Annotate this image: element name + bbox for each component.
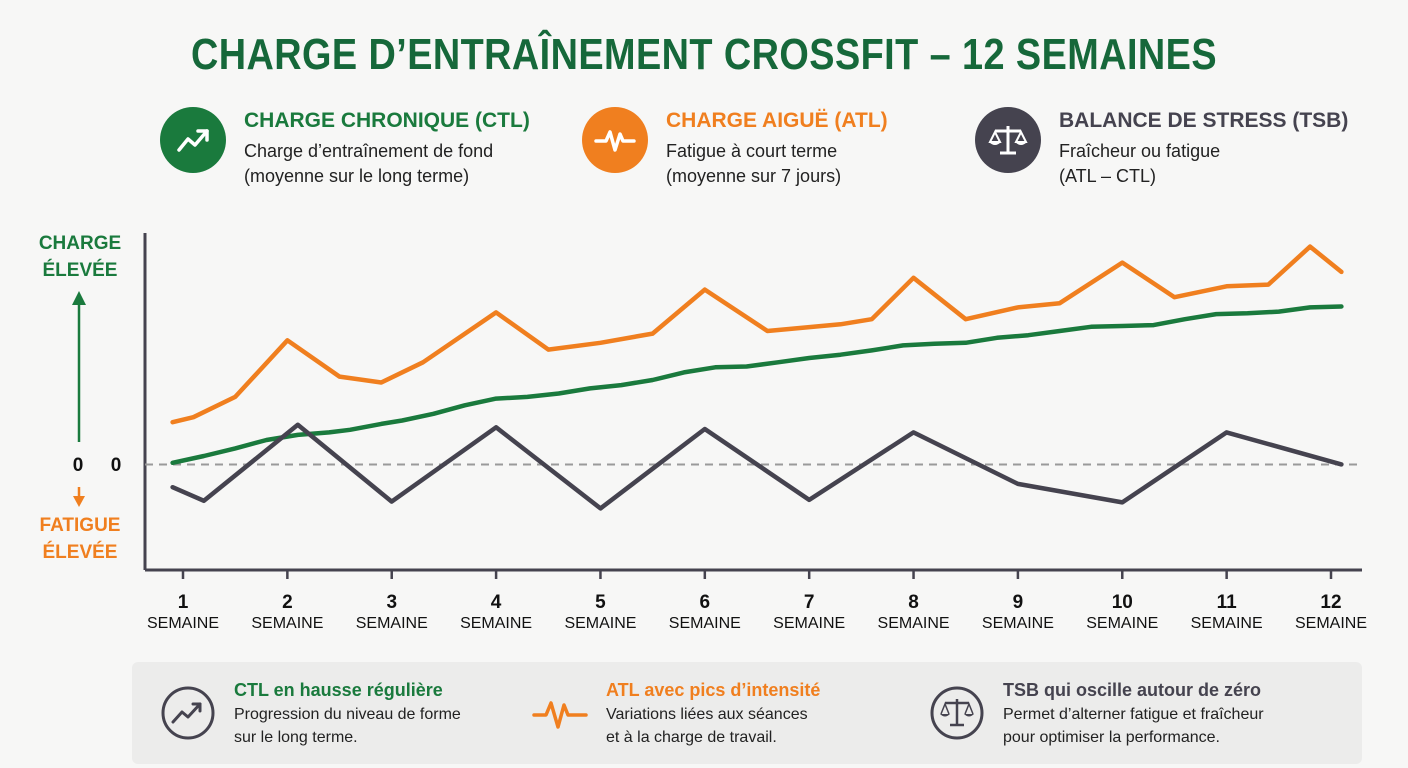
yaxis-zero-left: 0: [72, 455, 84, 476]
legend-tsb-desc-1: Fraîcheur ou fatigue: [1059, 141, 1221, 161]
x-tick-unit-label: SEMAINE: [878, 615, 950, 632]
legend-atl-title: CHARGE AIGUË (ATL): [666, 109, 888, 132]
x-tick-label: 9: [1013, 592, 1024, 613]
yaxis-bottom-label: FATIGUE ÉLEVÉE: [30, 512, 130, 566]
x-tick-unit-label: SEMAINE: [564, 615, 636, 632]
footer-tsb-title: TSB qui oscille autour de zéro: [1003, 680, 1262, 700]
yaxis-bottom-label-1: FATIGUE: [39, 515, 121, 536]
x-tick-label: 5: [595, 592, 606, 613]
x-tick-label: 3: [386, 592, 397, 613]
x-tick-unit-label: SEMAINE: [669, 615, 741, 632]
legend-atl-desc-1: Fatigue à court terme: [666, 141, 838, 161]
x-tick-unit-label: SEMAINE: [982, 615, 1054, 632]
scale-icon: [975, 107, 1041, 173]
x-tick-label: 8: [908, 592, 919, 613]
scale-icon: [930, 686, 984, 740]
x-tick-unit-label: SEMAINE: [1086, 615, 1158, 632]
legend-atl-desc-2: (moyenne sur 7 jours): [666, 166, 842, 186]
x-tick-label: 10: [1112, 592, 1133, 613]
trend-up-icon: [160, 107, 226, 173]
x-tick-unit-label: SEMAINE: [147, 615, 219, 632]
heartbeat-icon: [582, 107, 648, 173]
footer-atl-title: ATL avec pics d’intensité: [606, 680, 821, 700]
x-tick-label: 1: [178, 592, 189, 613]
yaxis-top-label-2: ÉLEVÉE: [42, 260, 118, 281]
tsb-series-line: [170, 422, 1344, 511]
footer-tsb-desc-2: pour optimiser la performance.: [1003, 729, 1220, 746]
x-tick-label: 6: [700, 592, 711, 613]
line-chart: 1 SEMAINE 2 SEMAINE 3 SEMAINE 4 SEMAINE 5 SEMAINE…: [72, 233, 1367, 632]
legend-ctl-desc-1: Charge d’entraînement de fond: [244, 141, 494, 161]
x-tick-label: 12: [1320, 592, 1341, 613]
x-tick-unit-label: SEMAINE: [460, 615, 532, 632]
x-tick-unit-label: SEMAINE: [1191, 615, 1263, 632]
ctl-series-line: [170, 304, 1344, 466]
yaxis-zero-right: 0: [110, 455, 122, 476]
legend-tsb-title: BALANCE DE STRESS (TSB): [1059, 109, 1349, 132]
up-arrowhead-icon: [72, 291, 86, 305]
yaxis-top-label-1: CHARGE: [38, 233, 122, 254]
footer-panel: CTL en hausse régulière Progression du n…: [132, 662, 1362, 764]
yaxis-top-label: CHARGE ÉLEVÉE: [30, 230, 130, 284]
trend-up-icon: [161, 686, 215, 740]
x-tick-unit-label: SEMAINE: [1295, 615, 1367, 632]
x-tick-label: 11: [1217, 592, 1238, 613]
footer-tsb-desc-1: Permet d’alterner fatigue et fraîcheur: [1003, 706, 1264, 723]
x-tick-label: 7: [804, 592, 815, 613]
legend-tsb-desc-2: (ATL – CTL): [1059, 166, 1157, 186]
x-tick-label: 2: [282, 592, 293, 613]
legend-ctl-desc-2: (moyenne sur le long terme): [244, 166, 470, 186]
x-tick-unit-label: SEMAINE: [773, 615, 845, 632]
x-tick-label: 4: [491, 592, 502, 613]
atl-series-line: [170, 244, 1344, 425]
footer-ctl-title: CTL en hausse régulière: [234, 680, 443, 700]
footer-ctl-desc-1: Progression du niveau de forme: [234, 706, 461, 723]
footer-ctl-desc-2: sur le long terme.: [234, 729, 358, 746]
down-arrowhead-icon: [73, 496, 85, 507]
legend-ctl-title: CHARGE CHRONIQUE (CTL): [244, 109, 530, 132]
x-tick-unit-label: SEMAINE: [251, 615, 323, 632]
heartbeat-icon: [532, 701, 588, 729]
footer-atl-desc-1: Variations liées aux séances: [606, 706, 808, 723]
chart-title: CHARGE D’ENTRAÎNEMENT CROSSFIT – 12 SEMA…: [190, 30, 1218, 79]
x-tick-unit-label: SEMAINE: [356, 615, 428, 632]
footer-atl-desc-2: et à la charge de travail.: [606, 729, 777, 746]
yaxis-bottom-label-2: ÉLEVÉE: [42, 542, 118, 563]
